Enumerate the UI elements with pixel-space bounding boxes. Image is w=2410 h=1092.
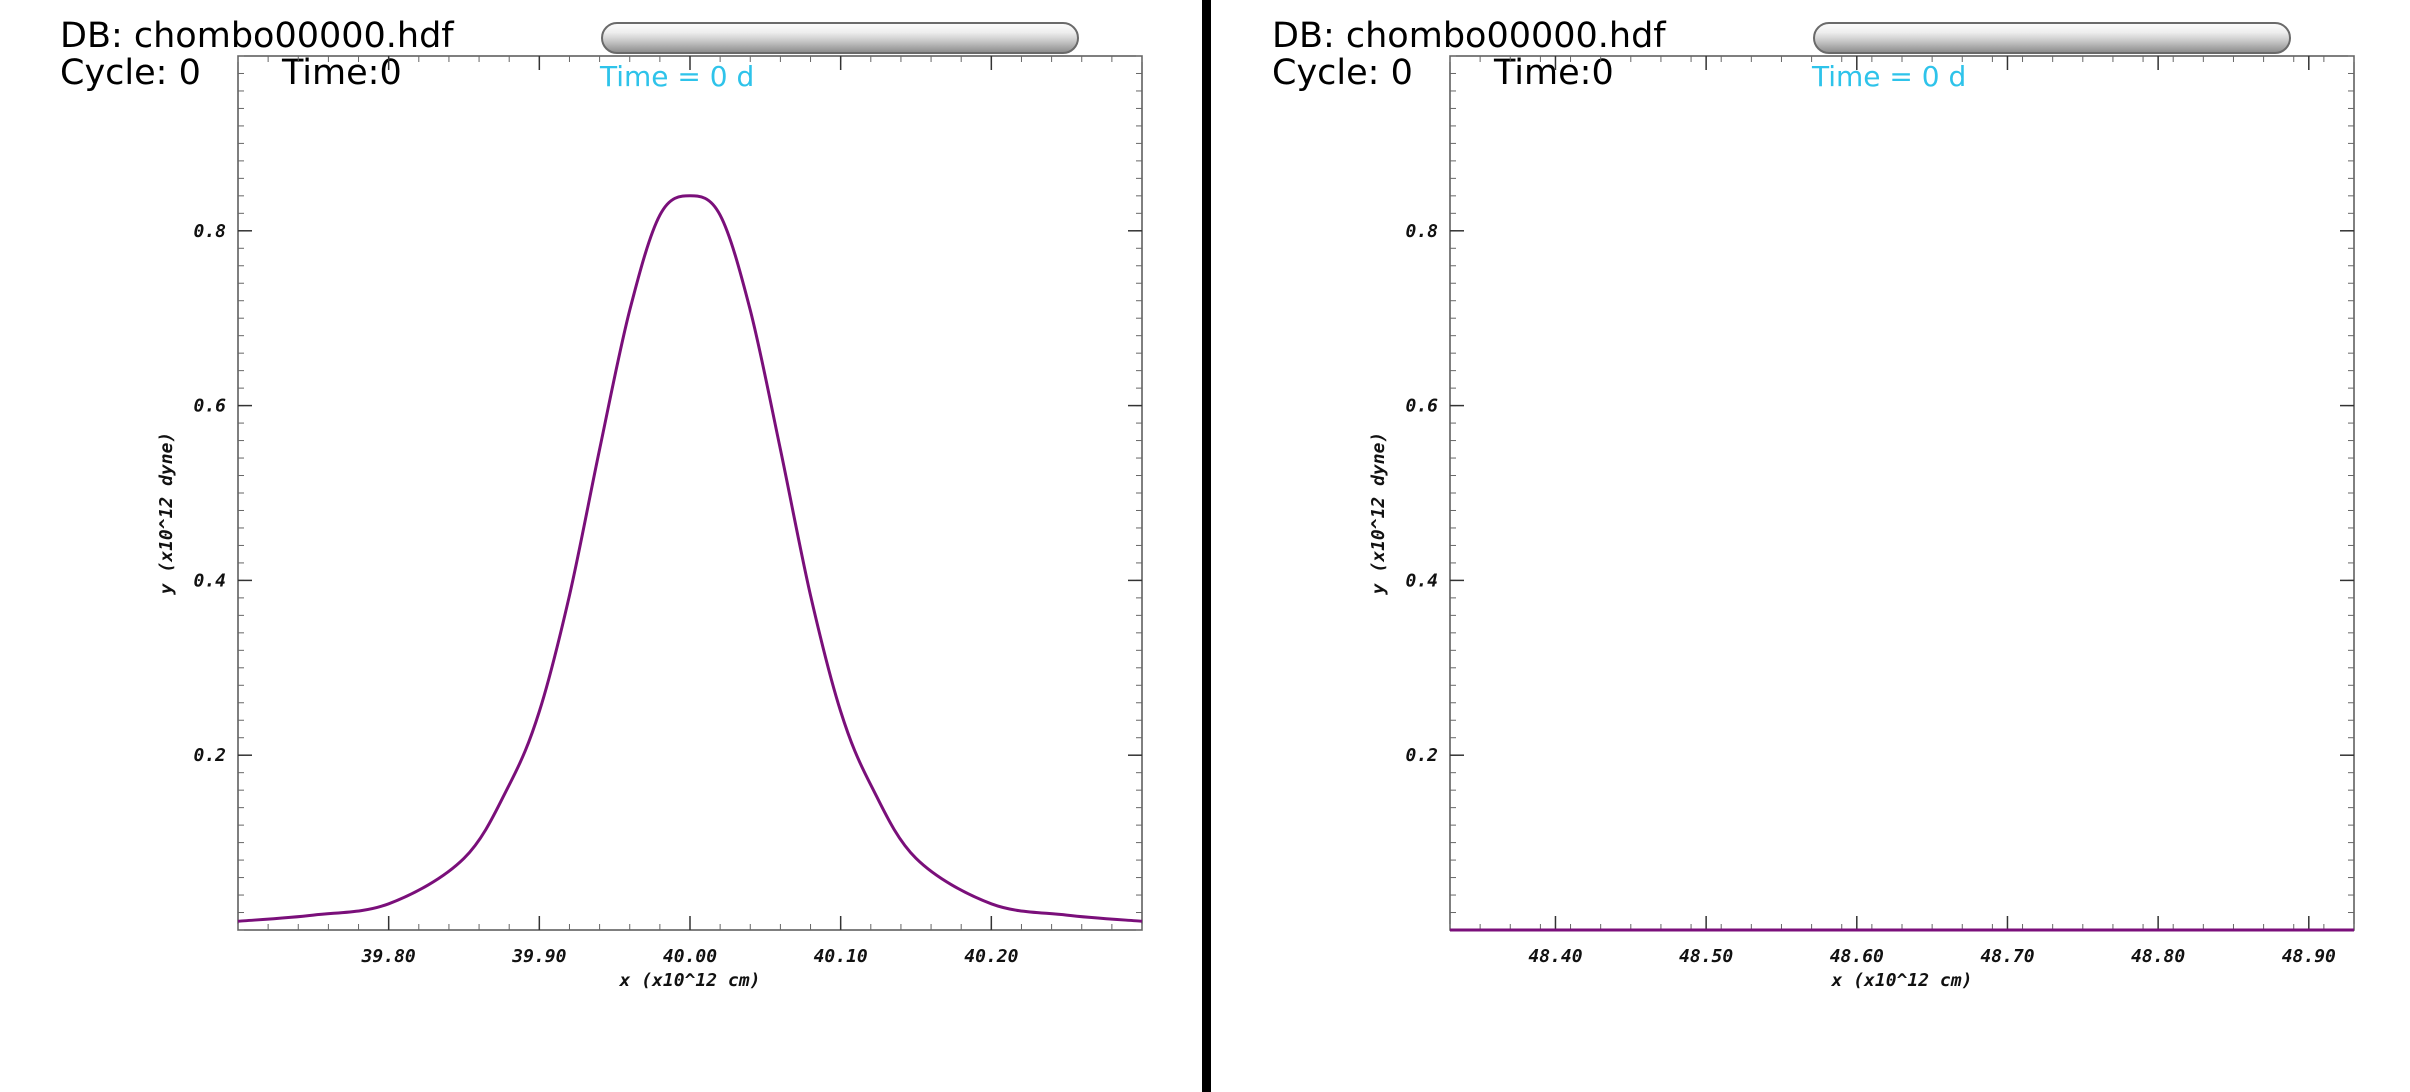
x-tick-label: 40.00	[663, 946, 717, 967]
x-tick-label: 48.90	[2282, 946, 2336, 967]
cycle-label: Cycle: 0	[1272, 53, 1413, 93]
line-chart-right: 48.40 48.50 48.60 48.70 48.80 48.90 0.2 0.4 0.6 0…	[1368, 55, 2355, 991]
y-tick-label: 0.2	[193, 745, 226, 766]
x-tick-label: 40.20	[964, 946, 1018, 967]
x-tick-label: 48.40	[1528, 946, 1582, 967]
time-annotation: Time = 0 d	[1812, 60, 1967, 93]
cycle-label: Cycle: 0	[60, 53, 201, 93]
x-tick-label: 48.80	[2131, 946, 2185, 967]
x-tick-label: 48.50	[1679, 946, 1733, 967]
y-tick-label: 0.8	[1405, 221, 1438, 242]
db-label: DB: chombo00000.hdf	[60, 16, 454, 56]
series-line	[237, 194, 1143, 923]
x-tick-label: 39.90	[511, 946, 566, 967]
y-tick-label: 0.6	[1405, 396, 1438, 417]
plot-panel-left: DB: chombo00000.hdf Cycle: 0 Time:0 Time…	[0, 0, 1204, 1092]
x-tick-label: 39.80	[361, 946, 416, 967]
y-axis-title: y (x10^12 dyne)	[1368, 432, 1389, 596]
y-axis-title: y (x10^12 dyne)	[156, 432, 177, 596]
x-axis-title: x (x10^12 cm)	[1831, 970, 1973, 991]
x-tick-label: 48.70	[1980, 946, 2034, 967]
x-tick-label: 40.10	[814, 946, 868, 967]
plot-panel-right: DB: chombo00000.hdf Cycle: 0 Time:0 Time…	[1212, 0, 2410, 1092]
time-slider-bar[interactable]	[1813, 22, 2291, 54]
time-label: Time:0	[1494, 53, 1614, 93]
x-tick-label: 48.60	[1830, 946, 1884, 967]
y-tick-label: 0.4	[1405, 570, 1438, 591]
time-annotation: Time = 0 d	[600, 60, 755, 93]
y-tick-label: 0.4	[193, 570, 226, 591]
time-slider-bar[interactable]	[601, 22, 1079, 54]
panel-divider	[1202, 0, 1211, 1092]
line-chart-left: 39.80 39.90 40.00 40.10 40.20 0.2 0.4 0.6 0.8 x (…	[156, 55, 1143, 991]
x-axis-title: x (x10^12 cm)	[619, 970, 761, 991]
y-tick-label: 0.6	[193, 396, 226, 417]
db-label: DB: chombo00000.hdf	[1272, 16, 1666, 56]
y-tick-label: 0.2	[1405, 745, 1438, 766]
y-tick-label: 0.8	[193, 221, 226, 242]
plot-frame	[237, 55, 1143, 931]
time-label: Time:0	[282, 53, 402, 93]
plot-frame	[1449, 55, 2355, 931]
